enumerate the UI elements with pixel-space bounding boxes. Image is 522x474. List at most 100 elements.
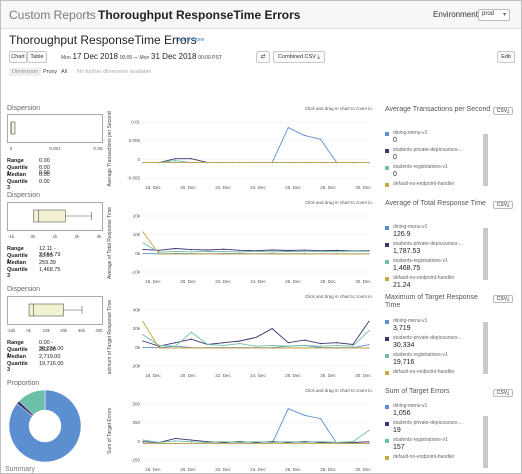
legend-title: Maximum of Target Response Time	[385, 294, 478, 309]
table-view-button[interactable]: Table	[27, 51, 47, 63]
series-line-2	[142, 330, 370, 347]
series-point	[174, 161, 176, 164]
series-point	[336, 344, 338, 346]
series-point	[206, 441, 209, 444]
panel-1-boxplot: -1k 0k 1k 2k 3k	[7, 202, 103, 239]
legend-scrollbar[interactable]	[483, 416, 488, 468]
legend-series-value: 1,468.75	[393, 265, 421, 272]
x-tick-label: 26. Dec	[285, 279, 301, 284]
panel-0-line-chart[interactable]: Click and drag in chart to zoom in. 0.01 0…	[105, 104, 375, 192]
panel-3-line-chart[interactable]: Click and drag in chart to zoom in. 500 25…	[105, 386, 375, 474]
panel-1-line-chart[interactable]: Click and drag in chart to zoom in. 20k 10…	[105, 198, 375, 286]
y-axis-label: Sum of Target Errors	[107, 407, 113, 454]
legend-series-name: default-no-endpoint-handler	[393, 454, 455, 460]
series-point	[287, 441, 289, 444]
legend-scrollbar[interactable]	[483, 322, 488, 374]
series-point	[142, 334, 144, 336]
stat-value: 259.39	[39, 260, 56, 266]
date-from: 17 Dec 2018	[72, 52, 118, 61]
panel-0-chart-wrap[interactable]: Click and drag in chart to zoom in. 0.01 0…	[105, 104, 375, 197]
series-point	[319, 343, 322, 345]
y-axis-label: Average Transactions per Second	[107, 111, 113, 186]
stat-value: 12.11 - 2,664.79	[39, 246, 61, 258]
csv-download-button[interactable]: CSV⤓	[493, 201, 513, 209]
download-icon: ⤓	[317, 54, 320, 60]
summary-heading: Summary	[5, 466, 35, 473]
legend-swatch	[385, 226, 389, 230]
chart-view-button[interactable]: Chart	[9, 51, 27, 63]
legend-series-value: 3,719	[393, 325, 411, 332]
legend-swatch	[385, 456, 389, 460]
legend-swatch	[385, 132, 389, 136]
series-point	[319, 442, 322, 444]
series-point	[303, 441, 306, 444]
csv-label: CSV	[496, 108, 508, 114]
series-point	[142, 346, 144, 349]
zoom-hint: Click and drag in chart to zoom in.	[305, 106, 373, 111]
series-point	[190, 439, 193, 441]
legend-series-value: 0	[393, 137, 397, 144]
series-point	[303, 347, 306, 349]
environment-select[interactable]: prod ▾	[478, 9, 510, 21]
csv-download-button[interactable]: CSV⤓	[493, 295, 513, 303]
boxplot-tick-label: 10k	[43, 328, 51, 333]
legend-series-value: 0	[393, 171, 397, 178]
boxplot-tick-label: 0k	[31, 234, 37, 239]
boxplot-box	[10, 121, 16, 135]
legend-series-name: dining-menu-v1	[393, 403, 428, 409]
boxplot-tick-label: -1k	[8, 234, 15, 239]
dimension-all[interactable]: All	[61, 69, 68, 75]
combined-csv-button[interactable]: Combined CSV ⤓	[273, 51, 325, 63]
series-point	[271, 441, 273, 443]
csv-label: CSV	[496, 296, 508, 302]
panel-2-line-chart[interactable]: Click and drag in chart to zoom in. 40k 20…	[105, 292, 375, 380]
series-point	[255, 161, 257, 164]
csv-download-button[interactable]: CSV⤓	[493, 389, 513, 397]
stat-label: Quartile 1	[7, 253, 28, 265]
stat-label: Range	[7, 246, 24, 252]
dimension-label: Dimension	[9, 68, 41, 76]
series-point	[158, 249, 160, 251]
series-point	[142, 242, 144, 244]
y-tick-label: 0.01	[131, 120, 140, 125]
series-point	[352, 343, 354, 346]
date-range-picker[interactable]: Mon 17 Dec 2018 00:00 – Mon 31 Dec 2018 …	[61, 51, 222, 63]
x-tick-label: 24. Dec	[250, 467, 266, 472]
panel-2-chart-wrap[interactable]: Click and drag in chart to zoom in. 40k 20…	[105, 292, 375, 385]
stat-value: 33.55	[39, 253, 53, 259]
panel-3-chart-wrap[interactable]: Click and drag in chart to zoom in. 500 25…	[105, 386, 375, 474]
series-point	[336, 253, 338, 255]
stat-label: Quartile 1	[7, 347, 28, 359]
series-point	[319, 347, 322, 349]
series-point	[336, 347, 338, 349]
legend-scrollbar[interactable]	[483, 228, 488, 280]
zoom-hint: Click and drag in chart to zoom in.	[305, 294, 373, 299]
legend-series-name: students-private-depicourses-...	[393, 147, 464, 153]
csv-download-button[interactable]: CSV⤓	[493, 107, 513, 115]
legend-scrollbar[interactable]	[483, 134, 488, 186]
swap-icon[interactable]: ⇄	[256, 51, 270, 63]
x-tick-label: 22. Dec	[215, 373, 231, 378]
legend-swatch	[385, 149, 389, 153]
date-to-day: Mon	[139, 55, 150, 61]
panel-1-chart-wrap[interactable]: Click and drag in chart to zoom in. 20k 10…	[105, 198, 375, 291]
panel-1-legend: Average of Total Response Time dining-men…	[385, 200, 491, 289]
dimension-proxy[interactable]: Proxy	[43, 69, 58, 75]
x-tick-label: 20. Dec	[180, 279, 196, 284]
learn-more-link[interactable]: Learn more	[176, 37, 205, 43]
dimension-bar: Dimension Proxy All No further dimension…	[5, 67, 519, 79]
panel-0-left-title: Dispersion	[7, 105, 41, 112]
legend-swatch	[385, 354, 389, 358]
series-point	[352, 441, 354, 443]
breadcrumb-parent[interactable]: Custom Reports	[9, 8, 96, 22]
series-point	[303, 442, 306, 444]
legend-swatch	[385, 243, 389, 247]
legend-swatch	[385, 405, 389, 409]
date-from-day: Mon	[61, 55, 71, 61]
panel-0-boxplot-wrap: 0 0.001 0.002	[7, 114, 105, 159]
series-point	[287, 250, 289, 253]
series-point	[174, 253, 176, 255]
legend-series-value: 1,787.53	[393, 248, 421, 255]
edit-button[interactable]: Edit	[497, 51, 515, 63]
combined-csv-label: Combined CSV	[278, 54, 316, 60]
